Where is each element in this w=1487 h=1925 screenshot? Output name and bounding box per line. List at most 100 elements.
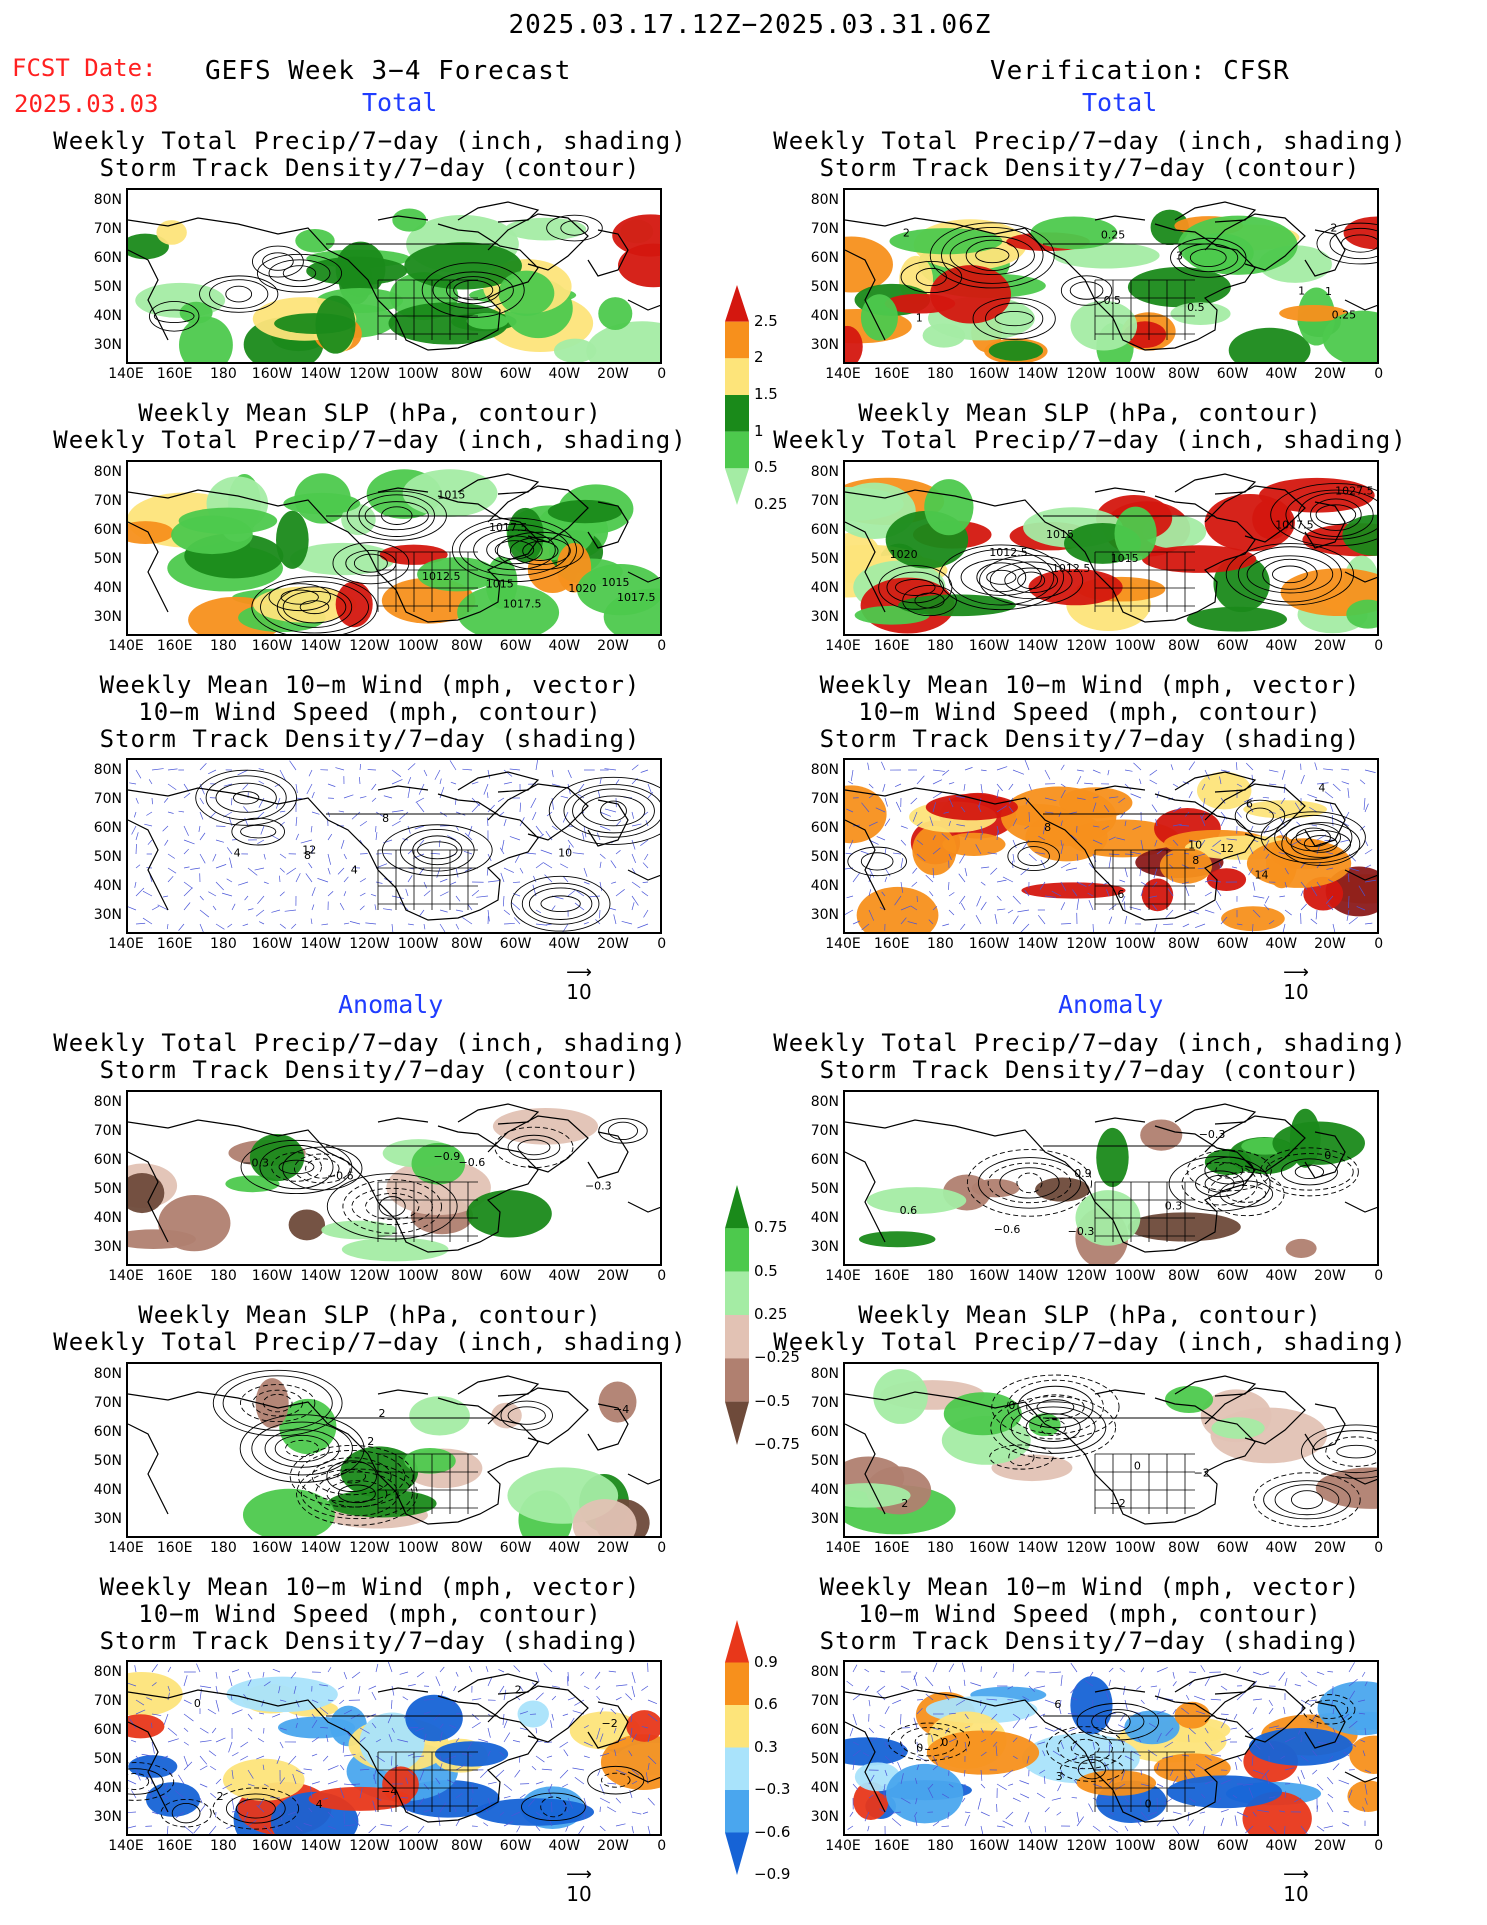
lat-tick-label: 80N [810,1664,839,1680]
colorbar-tick-label: −0.5 [754,1391,791,1410]
lat-tick-label: 50N [93,279,122,295]
contour-label: −2 [1194,1466,1210,1479]
colorbar-anom-storm: 0.9 0.6 0.3 −0.3 −0.6 −0.9 [722,1605,822,1890]
contour-label: 10 [558,846,572,859]
lat-tick-label: 30N [810,1239,839,1255]
colorbar-tick-label: 0.5 [754,1261,778,1280]
lon-tick-label: 160W [251,366,293,382]
lon-tick-label: 120W [1066,1540,1107,1556]
contour-label: 0.25 [1332,308,1357,321]
contour-label: 1027.5 [1335,484,1374,497]
lat-tick-label: 50N [93,1751,122,1767]
contour-label: 1015 [1046,528,1074,541]
lon-tick-label: 140W [300,1540,342,1556]
contour-label: 0 [941,1736,948,1749]
fcst-date-label: FCST Date: [12,54,157,82]
map-panel [126,188,662,364]
lon-tick-label: 160E [156,1540,193,1556]
contour-label: 8 [1192,854,1199,867]
lon-tick-label: 160E [156,366,193,382]
colorbar-tick-label: −0.3 [754,1780,791,1798]
lon-tick-label: 40W [548,1838,581,1854]
colorbar-tick-label: 0.6 [754,1695,778,1713]
lon-tick-label: 100W [1114,366,1156,382]
lat-tick-label: 60N [93,1152,122,1168]
lon-tick-label: 140W [300,638,342,654]
lat-tick-label: 30N [93,907,122,923]
contour-label: 2 [217,1790,224,1803]
lat-tick-label: 80N [810,192,839,208]
lat-tick-label: 50N [93,849,122,865]
lat-tick-label: 70N [93,1123,122,1139]
lon-tick-label: 140E [108,366,144,382]
lon-tick-label: 40W [1265,1268,1298,1284]
lat-tick-label: 40N [810,1482,839,1498]
lon-tick-label: 160E [873,638,910,654]
lon-tick-label: 0 [1374,1838,1384,1854]
lon-tick-label: 40W [548,1268,581,1284]
contour-label: 12 [302,844,316,857]
panel-title: Weekly Mean SLP (hPa, contour) Weekly Tot… [773,399,1407,454]
lat-tick-label: 70N [810,493,839,509]
lon-tick-label: 80W [1168,366,1200,382]
lon-tick-label: 100W [397,638,439,654]
lon-tick-label: 140W [1017,1838,1059,1854]
lon-tick-label: 180 [927,1838,954,1854]
lon-tick-label: 20W [597,1268,629,1284]
lon-tick-label: 140W [1017,1268,1059,1284]
lat-tick-label: 70N [810,1693,839,1709]
lon-tick-label: 140W [1017,936,1059,952]
contour-label: 1017.5 [489,521,527,534]
right-column-title: Verification: CFSR [990,56,1290,86]
contour-label: 0 [1324,1149,1331,1162]
lon-tick-label: 20W [597,638,629,654]
lat-tick-label: 60N [93,522,122,538]
contour-label: 8 [1044,821,1051,834]
lat-tick-label: 60N [810,1722,839,1738]
lat-tick-label: 80N [810,762,839,778]
lat-tick-label: 60N [93,1424,122,1440]
contour-label: 1012.5 [989,546,1027,559]
lon-tick-label: 160W [968,638,1010,654]
lat-tick-label: 30N [810,907,839,923]
lon-tick-label: 60W [499,638,532,654]
lon-tick-label: 80W [1168,638,1200,654]
lon-tick-label: 160W [251,936,293,952]
lon-tick-label: 180 [210,1838,237,1854]
lat-tick-label: 50N [93,551,122,567]
lat-tick-label: 50N [93,1453,122,1469]
contour-label: 0.9 [1074,1167,1092,1180]
panel-title: Weekly Total Precip/7−day (inch, shading… [773,1029,1407,1084]
right-total-label: Total [1082,88,1158,117]
contour-label: −0.3 [585,1179,612,1192]
lat-tick-label: 50N [810,849,839,865]
panel-title: Weekly Mean 10−m Wind (mph, vector) 10−m … [99,1573,641,1655]
lon-tick-label: 0 [657,1540,667,1556]
lon-tick-label: 60W [1216,1268,1249,1284]
colorbar-tick-label: −0.9 [754,1865,791,1883]
lon-tick-label: 40W [548,1540,581,1556]
lat-tick-label: 50N [810,1181,839,1197]
lat-tick-label: 30N [810,609,839,625]
contour-label: 1012.5 [422,570,461,583]
lat-tick-label: 60N [93,820,122,836]
vector-scale: ⟶ 10 [559,1866,599,1907]
lon-tick-label: 160E [873,1268,910,1284]
lon-tick-label: 100W [1114,638,1156,654]
contour-label: 1 [916,312,923,325]
contour-label: 0 [194,1697,201,1710]
left-anomaly-label: Anomaly [338,990,444,1019]
lat-tick-label: 70N [810,791,839,807]
contour-label: 1 [1298,285,1305,298]
lon-tick-label: 20W [1314,638,1346,654]
contour-label: −0.3 [1068,1225,1095,1238]
lon-tick-label: 100W [397,1268,439,1284]
colorbar-tick-label: 0.25 [754,495,788,513]
colorbar-tick-label: 1 [754,421,764,440]
lat-tick-label: 80N [810,464,839,480]
lon-tick-label: 0 [1374,1540,1384,1556]
lon-tick-label: 160E [873,1838,910,1854]
map-panel: 0 2 0 −2 −2 [843,1362,1379,1538]
contour-label: 1015 [486,577,514,590]
lon-tick-label: 80W [451,1540,483,1556]
